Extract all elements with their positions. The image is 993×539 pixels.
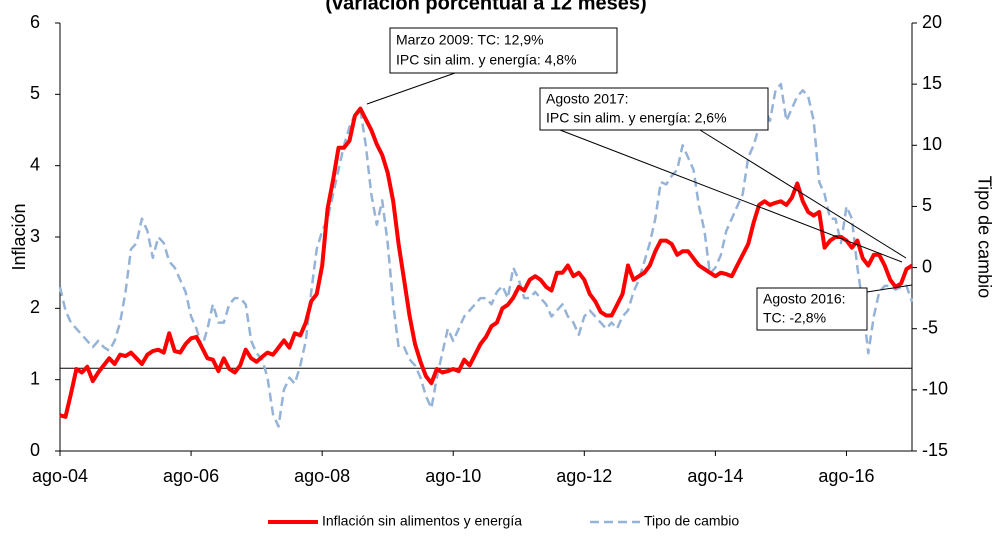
- y2-tick-label: 15: [922, 73, 942, 93]
- y-tick-label: 2: [30, 297, 40, 317]
- x-tick-label: ago-10: [425, 466, 481, 486]
- y-axis-label: Inflación: [9, 203, 29, 270]
- y-tick-label: 0: [30, 440, 40, 460]
- y2-tick-label: -5: [922, 317, 938, 337]
- y2-tick-label: -15: [922, 440, 948, 460]
- annotation-text: Agosto 2016:: [763, 291, 846, 307]
- x-tick-label: ago-08: [294, 466, 350, 486]
- annotation-text: IPC sin alim. y energía: 4,8%: [396, 52, 577, 68]
- series-line: [59, 106, 914, 419]
- annotations: Marzo 2009: TC: 12,9% IPC sin alim. y en…: [366, 27, 913, 331]
- y-tick-label: 5: [30, 83, 40, 103]
- x-tick-label: ago-04: [32, 466, 88, 486]
- y2-tick-label: 20: [922, 12, 942, 32]
- x-tick-label: ago-16: [818, 466, 874, 486]
- leader-line: [366, 72, 456, 105]
- annotation-text: Agosto 2017:: [546, 91, 629, 107]
- y-tick-label: 6: [30, 12, 40, 32]
- y2-tick-label: 0: [922, 256, 932, 276]
- annotation-box: [539, 87, 769, 131]
- annotation-text: TC: -2,8%: [763, 310, 826, 326]
- chart-title: (variación porcentual a 12 meses): [325, 0, 646, 14]
- leader-line: [699, 129, 907, 259]
- y2-axis-label: Tipo de cambio: [974, 176, 993, 298]
- y2-tick-label: 10: [922, 134, 942, 154]
- y2-tick-label: 5: [922, 195, 932, 215]
- y2-tick-label: -10: [922, 379, 948, 399]
- y-tick-label: 3: [30, 226, 40, 246]
- series-line: [58, 82, 914, 428]
- x-tick-label: ago-12: [556, 466, 612, 486]
- y-tick-label: 1: [30, 368, 40, 388]
- legend-label: Tipo de cambio: [644, 513, 739, 529]
- annotation-box: [756, 287, 868, 331]
- annotation-box: [389, 27, 618, 74]
- y-tick-label: 4: [30, 154, 40, 174]
- x-tick-label: ago-06: [163, 466, 219, 486]
- x-tick-label: ago-14: [687, 466, 743, 486]
- legend-label: Inflación sin alimentos y energía: [322, 513, 522, 529]
- leader-line: [866, 284, 913, 293]
- annotation-text: IPC sin alim. y energía: 2,6%: [546, 110, 727, 126]
- annotation-text: Marzo 2009: TC: 12,9%: [396, 32, 544, 48]
- leader-line: [559, 129, 903, 263]
